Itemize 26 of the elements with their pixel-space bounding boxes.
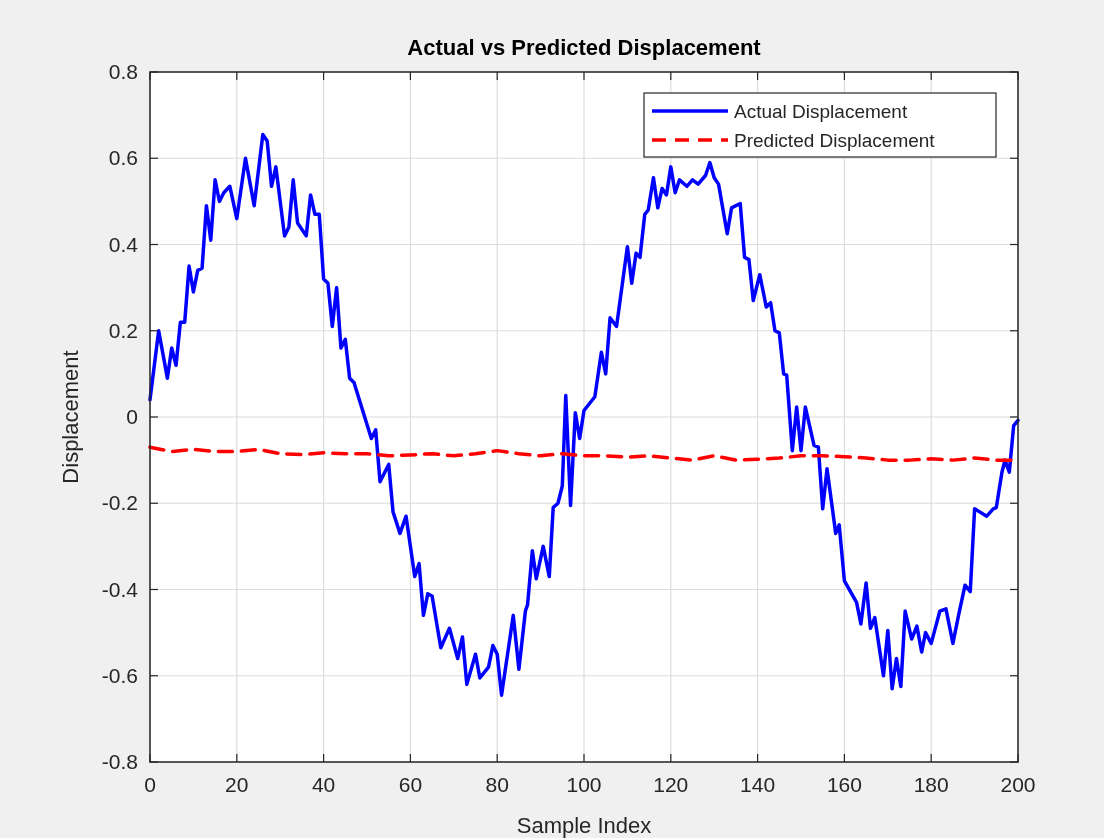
line-series: [148, 132, 1020, 697]
legend-label: Predicted Displacement: [734, 130, 936, 151]
y-tick-label: 0.6: [108, 146, 138, 170]
x-tick-label: 20: [225, 773, 249, 796]
y-tick-label: -0.4: [101, 577, 139, 601]
x-tick-label: 160: [826, 773, 862, 796]
y-tick-label: -0.6: [101, 663, 138, 687]
x-tick-label: 200: [1000, 773, 1036, 796]
x-tick-label: 0: [144, 773, 156, 796]
x-tick-label: 120: [653, 773, 689, 796]
x-tick-label: 60: [398, 773, 423, 796]
y-tick-label: -0.8: [101, 750, 138, 773]
y-tick-label: -0.2: [101, 491, 138, 515]
x-tick-label: 80: [485, 773, 509, 796]
x-axis-title: Sample Index: [516, 813, 652, 838]
chart-title: Actual vs Predicted Displacement: [407, 35, 762, 60]
y-tick-label: 0.8: [108, 60, 138, 83]
x-tick-label: 40: [311, 773, 336, 796]
x-tick-label: 100: [566, 773, 602, 796]
y-tick-label: 0.2: [108, 318, 138, 342]
x-tick-label: 180: [913, 773, 949, 796]
legend-label: Actual Displacement: [734, 101, 908, 122]
x-tick-label: 140: [740, 773, 776, 796]
y-tick-label: 0.4: [108, 232, 139, 256]
y-axis-title: Displacement: [58, 350, 83, 484]
y-tick-label: 0: [126, 405, 138, 428]
